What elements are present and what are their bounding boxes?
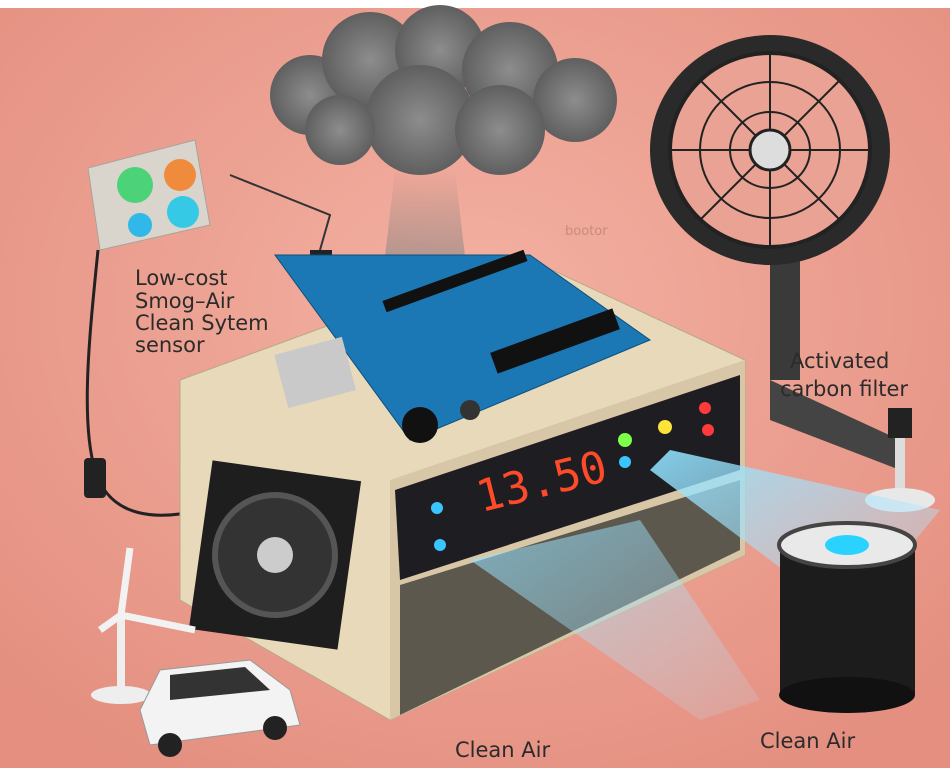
sensor-label-line: Low-cost [135, 266, 228, 290]
carbon-filter [779, 523, 915, 713]
sensor-label-line: sensor [135, 333, 205, 357]
faint-label: bootor [565, 224, 608, 239]
sensor-label-line: Clean Sytem [135, 311, 269, 335]
filter-label-line: Activated [790, 349, 889, 373]
filter-label-line: carbon filter [780, 377, 908, 401]
top-border [0, 0, 950, 8]
sensor-label-line: Smog–Air [135, 289, 235, 313]
page: Low-cost Smog–Air Clean Sytem sensor boo… [0, 0, 950, 768]
clean-air-label: Clean Air [760, 729, 855, 753]
illustration: Low-cost Smog–Air Clean Sytem sensor boo… [0, 0, 950, 768]
clean-air-label: Clean Air [455, 738, 550, 762]
